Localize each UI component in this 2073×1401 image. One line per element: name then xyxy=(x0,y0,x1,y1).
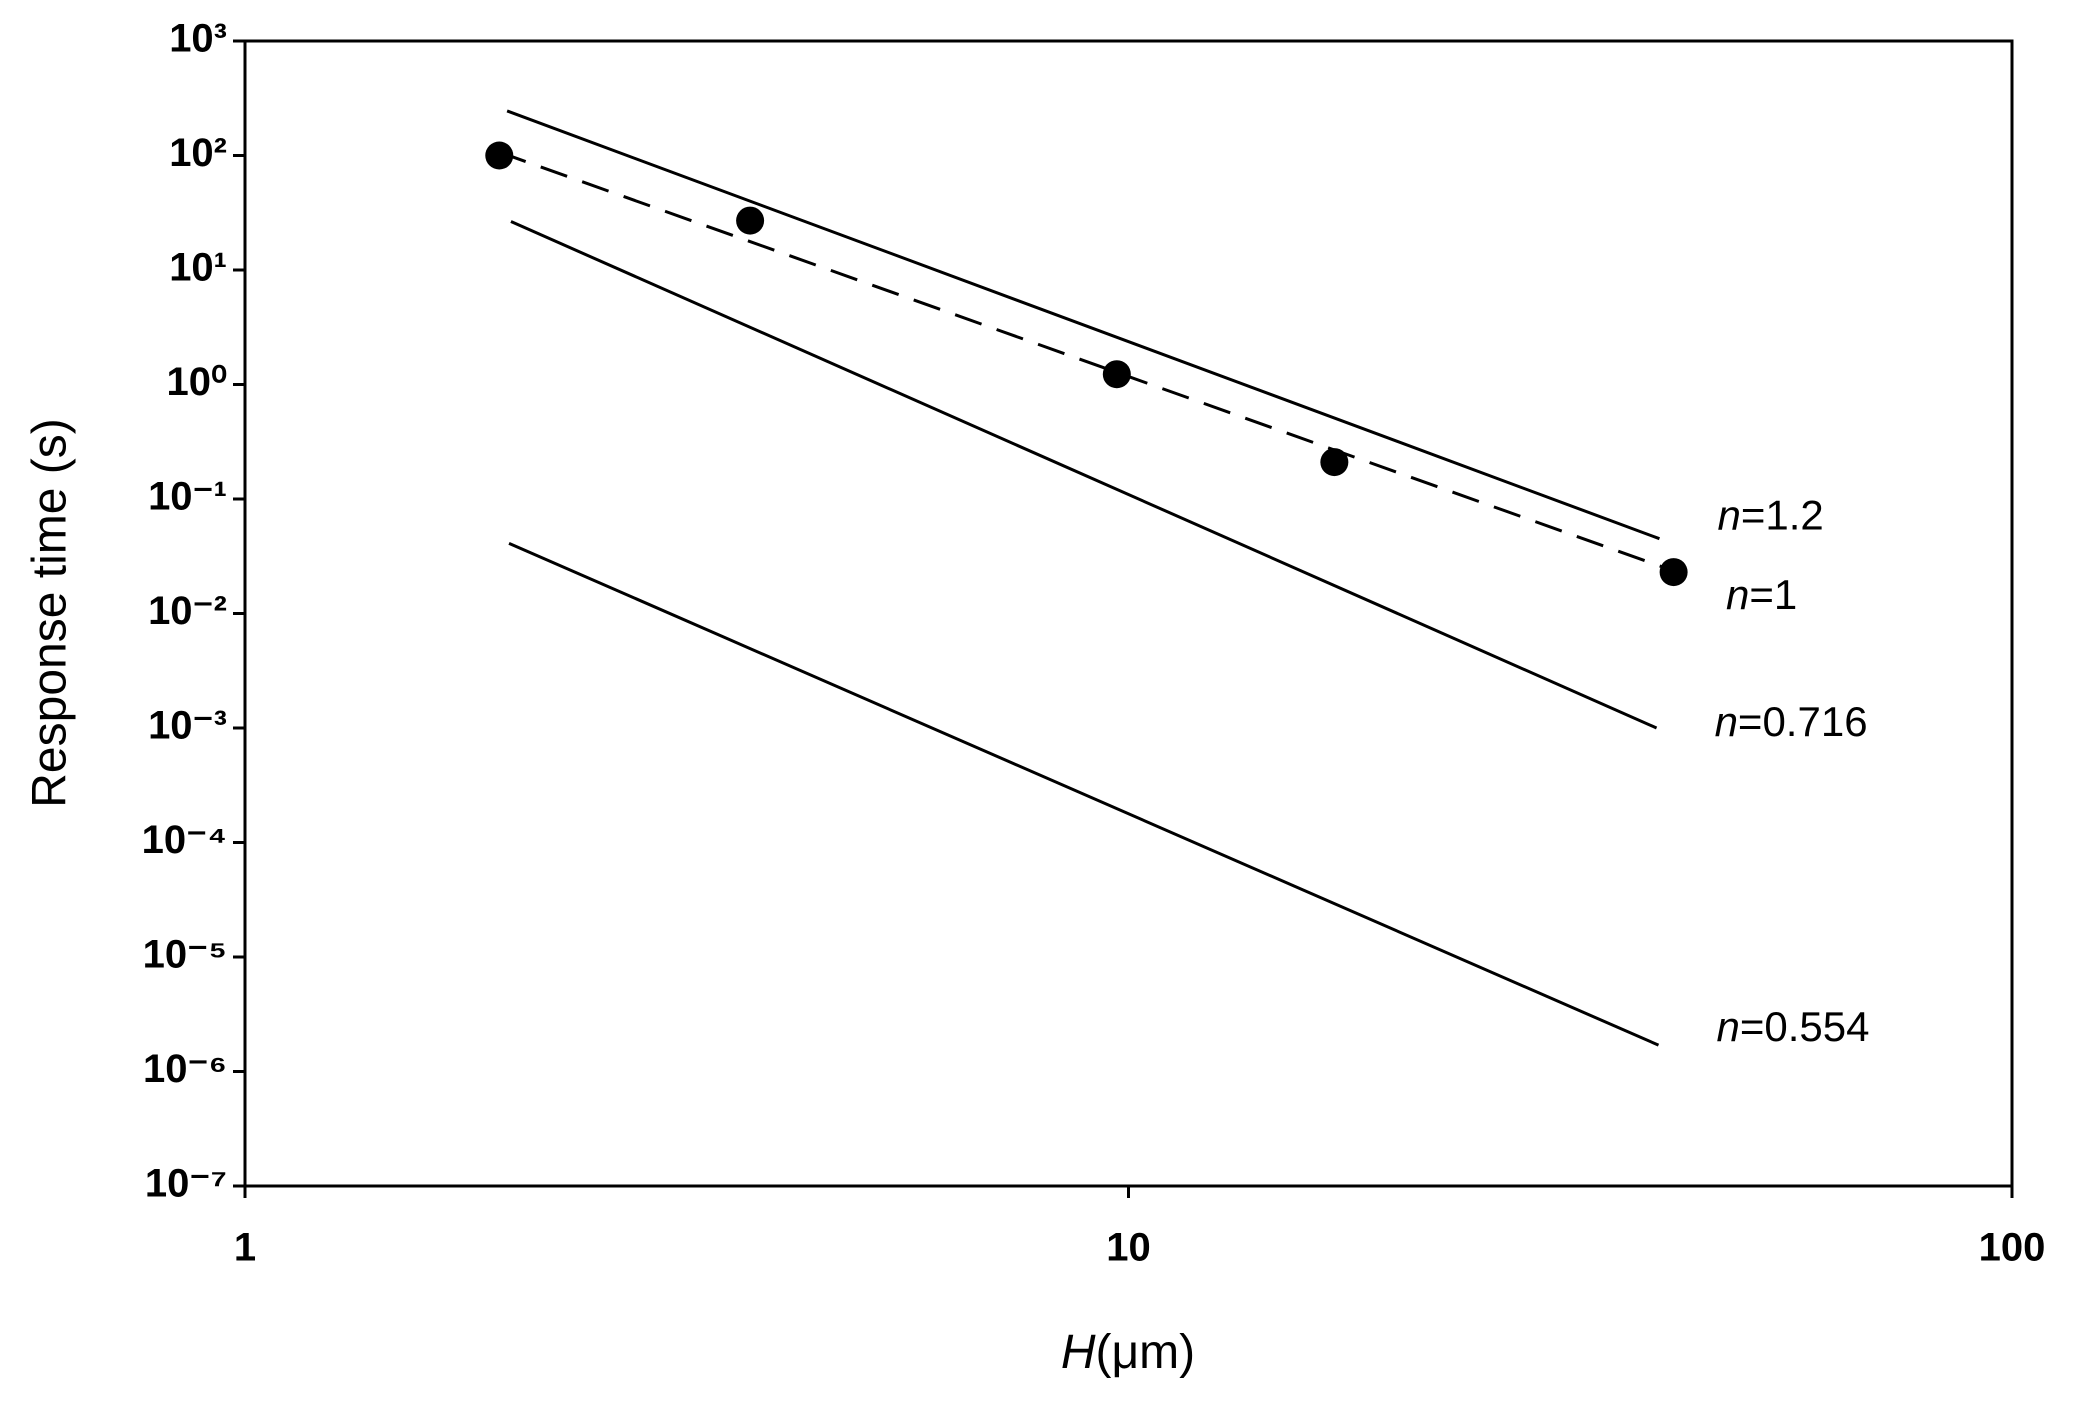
y-tick-label: 10⁻⁴ xyxy=(142,818,227,862)
y-tick-label: 10² xyxy=(169,131,227,175)
y-tick-label: 10⁰ xyxy=(166,360,227,404)
x-axis-title: H(μm) xyxy=(1061,1326,1195,1379)
series-line xyxy=(508,541,1660,1047)
series-line xyxy=(506,109,1660,541)
series-label: n=1.2 xyxy=(1717,492,1823,539)
y-tick-label: 10³ xyxy=(169,17,227,61)
y-tick-label: 10⁻⁵ xyxy=(143,933,227,977)
series-line xyxy=(510,220,1658,730)
data-point xyxy=(1102,360,1131,389)
y-tick-label: 10⁻⁷ xyxy=(145,1162,227,1206)
data-point xyxy=(1320,448,1349,477)
y-tick-label: 10¹ xyxy=(169,246,227,290)
y-tick-label: 10⁻³ xyxy=(148,704,227,748)
y-axis-title: Response time (s) xyxy=(24,418,77,807)
series-label: n=1 xyxy=(1726,571,1797,618)
series-label: n=0.716 xyxy=(1715,698,1868,745)
y-tick-label: 10⁻⁶ xyxy=(143,1047,227,1091)
data-point xyxy=(485,141,514,170)
y-tick-label: 10⁻² xyxy=(148,589,227,633)
data-point xyxy=(736,206,765,235)
series-label: n=0.554 xyxy=(1716,1003,1869,1050)
data-point xyxy=(1659,558,1688,587)
x-tick-label: 100 xyxy=(1979,1226,2046,1270)
series-line xyxy=(498,150,1669,571)
y-tick-label: 10⁻¹ xyxy=(148,475,227,519)
x-tick-label: 1 xyxy=(234,1226,256,1270)
x-tick-label: 10 xyxy=(1106,1226,1151,1270)
